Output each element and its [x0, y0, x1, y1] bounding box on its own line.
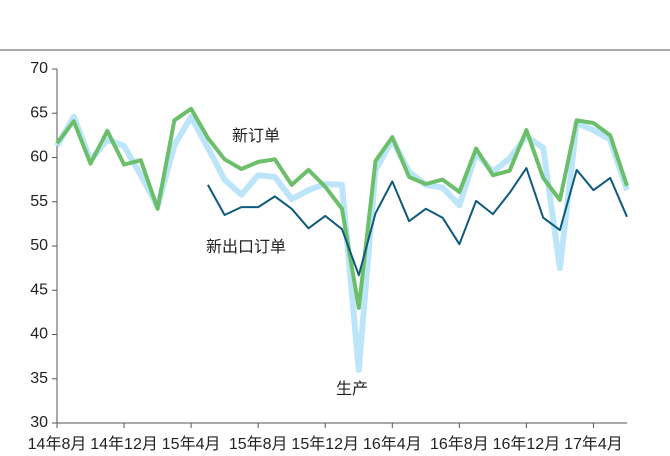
x-tick-label: 15年12月: [291, 435, 359, 453]
x-tick-label: 15年8月: [229, 435, 288, 453]
x-tick-label: 16年4月: [363, 435, 422, 453]
y-tick-label: 70: [30, 60, 48, 77]
series-line: [54, 113, 630, 373]
y-tick-label: 55: [30, 193, 48, 210]
y-tick-label: 65: [30, 104, 48, 121]
x-tick-label: 14年12月: [90, 435, 158, 453]
x-tick-label: 16年12月: [493, 435, 561, 453]
y-tick-label: 45: [30, 281, 48, 298]
series-label: 生产: [336, 380, 368, 398]
y-tick-label: 50: [30, 237, 48, 254]
series-line: [55, 106, 629, 310]
x-tick-label: 14年8月: [28, 435, 87, 453]
series-line: [207, 167, 628, 277]
x-tick-label: 15年4月: [162, 435, 221, 453]
x-tick-label: 16年8月: [430, 435, 489, 453]
x-tick-label: 17年4月: [564, 435, 623, 453]
y-tick-label: 60: [30, 149, 48, 166]
y-tick-label: 30: [30, 414, 48, 431]
series-label: 新订单: [232, 127, 280, 145]
y-tick-label: 35: [30, 370, 48, 387]
series-label: 新出口订单: [206, 238, 286, 256]
y-tick-label: 40: [30, 326, 48, 343]
